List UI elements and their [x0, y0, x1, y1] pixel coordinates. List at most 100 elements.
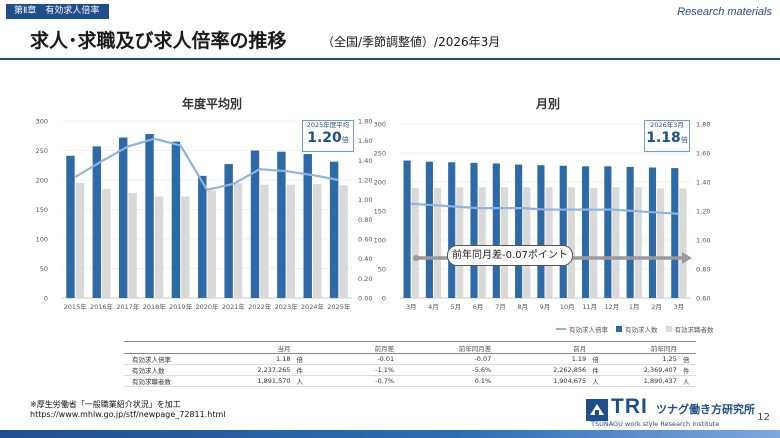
monthly-bar-seekers — [612, 187, 620, 298]
table-cell: 件 — [294, 364, 310, 376]
monthly-bar-seekers — [523, 187, 531, 298]
x-tick-label: 3月 — [674, 303, 685, 311]
table-row: 有効求職者数 1,891,570 人 -0.7% 0.1% 1,904,675 … — [124, 375, 696, 387]
table-cell: 件 — [590, 364, 606, 376]
monthly-bar-openings — [470, 162, 478, 298]
monthly-bar-openings — [537, 165, 545, 298]
y-right-tick-label: 1.20 — [358, 177, 372, 185]
legend-swatch-seekers — [665, 326, 672, 332]
table-cell: 倍 — [680, 353, 696, 365]
monthly-bar-openings — [604, 166, 612, 298]
y-right-tick-label: 1.60 — [696, 150, 710, 158]
legend-label-openings: 有効求人数 — [625, 326, 658, 334]
x-tick-label: 2022年 — [248, 302, 272, 311]
table-cell: 2,237,265 — [223, 364, 295, 376]
x-tick-label: 2023年 — [275, 302, 299, 311]
y-right-tick-label: 0.40 — [358, 255, 372, 263]
table-cell: 1.18 — [223, 353, 295, 365]
table-cell: 人 — [294, 375, 310, 387]
annual-bar-seekers — [339, 185, 348, 298]
x-tick-label: 2021年 — [222, 302, 246, 311]
legend-label-ratio: 有効求人倍率 — [569, 326, 608, 334]
annual-bar-openings — [198, 175, 207, 298]
y-right-tick-label: 0.20 — [358, 275, 372, 283]
y-left-tick-label: 100 — [36, 236, 48, 244]
legend-swatch-ratio — [556, 328, 566, 330]
y-right-tick-label: 1.80 — [696, 121, 710, 129]
annual-bar-openings — [224, 164, 233, 298]
annual-bar-seekers — [102, 188, 111, 298]
annual-bar-openings — [329, 161, 339, 298]
table-header-cell: 前年同月 — [605, 341, 681, 354]
x-tick-label: 6月 — [473, 303, 484, 311]
y-left-tick-label: 250 — [36, 147, 48, 155]
table-cell: -0.7% — [309, 375, 399, 387]
annual-bar-seekers — [181, 196, 190, 298]
x-tick-label: 2019年 — [169, 302, 193, 311]
table-cell: 2,369,407 — [605, 364, 681, 376]
monthly-callout: 2026年3月 1.18倍 — [644, 120, 690, 152]
x-tick-label: 2018年 — [143, 302, 167, 311]
annual-bar-openings — [250, 150, 260, 298]
table-cell: 件 — [680, 364, 696, 376]
chart-title-annual: 年度平均別 — [182, 97, 243, 111]
monthly-callout-value: 1.18倍 — [645, 130, 689, 148]
y-left-tick-label: 50 — [40, 265, 48, 273]
y-left-tick-label: 300 — [374, 121, 386, 129]
annual-ratio-line — [74, 137, 340, 191]
table-header-cell — [294, 341, 310, 354]
monthly-bar-seekers — [478, 187, 486, 298]
page-subtitle: （全国/季節調整値）/2026年3月 — [322, 35, 501, 49]
x-tick-label: 10月 — [560, 303, 575, 311]
bottom-band — [0, 430, 780, 438]
y-left-tick-label: 150 — [374, 208, 386, 216]
table-cell: 人 — [680, 375, 696, 387]
annual-bar-seekers — [260, 184, 269, 298]
chart-title-monthly: 月別 — [536, 97, 561, 111]
y-right-tick-label: 1.40 — [358, 157, 372, 165]
table-header-row: 当月 前月差 前年同月差 前月 前年同月 — [124, 341, 696, 354]
table-cell: 有効求職者数 — [124, 375, 224, 387]
monthly-callout-number: 1.18 — [646, 130, 681, 146]
y-left-tick-label: 200 — [36, 177, 48, 185]
table-header-cell — [124, 341, 224, 354]
legend-item-ratio: 有効求人倍率 — [556, 324, 608, 334]
annual-bar-openings — [145, 133, 154, 298]
table-cell: 1,891,570 — [223, 375, 295, 387]
monthly-bar-seekers — [433, 187, 442, 298]
monthly-bar-openings — [448, 162, 456, 298]
year-over-year-annotation: 前年同月差-0.07ポイント — [447, 245, 573, 266]
table-cell: 1.25 — [605, 353, 681, 365]
legend-item-seekers: 有効求職者数 — [665, 324, 714, 334]
source-link[interactable]: https://www.mhlw.go.jp/stf/newpage_72811… — [30, 410, 226, 419]
y-right-tick-label: 0.80 — [696, 266, 710, 274]
table-cell: 1,890,437 — [605, 375, 681, 387]
x-tick-label: 11月 — [582, 303, 597, 311]
x-tick-label: 2015年 — [64, 302, 88, 311]
x-tick-label: 2017年 — [116, 302, 140, 311]
chapter-tag: 第Ⅱ章 有効求人倍率 — [6, 4, 110, 19]
monthly-bar-seekers — [590, 187, 598, 298]
summary-table: 当月 前月差 前年同月差 前月 前年同月 有効求人倍率 1.18 倍 -0.01… — [124, 341, 696, 387]
y-right-tick-label: 1.20 — [696, 208, 710, 216]
y-right-tick-label: 0.80 — [358, 216, 372, 224]
monthly-bar-seekers — [679, 188, 687, 298]
annual-bar-seekers — [233, 182, 243, 298]
table-cell: 1.19 — [495, 353, 591, 365]
table-cell: 有効求人数 — [124, 364, 224, 376]
table-cell: -0.01 — [309, 353, 399, 365]
y-right-tick-label: 0.60 — [696, 295, 710, 303]
monthly-bar-openings — [648, 167, 657, 298]
page-title: 求人･求職及び求人倍率の推移 — [30, 30, 287, 52]
monthly-bar-seekers — [567, 187, 575, 298]
table-cell: 人 — [590, 375, 606, 387]
tri-logo-mark-icon — [586, 399, 608, 421]
monthly-bar-seekers — [545, 187, 553, 298]
y-left-tick-label: 100 — [374, 237, 386, 245]
annual-bar-seekers — [312, 184, 322, 298]
table-header-cell — [590, 341, 606, 354]
logo-japanese-name: ツナグ働き方研究所 — [656, 403, 755, 416]
table-row: 有効求人数 2,237,265 件 -1.1% -5.6% 2,262,856 … — [124, 364, 696, 376]
x-tick-label: 7月 — [495, 303, 506, 311]
table-cell: 1,904,675 — [495, 375, 591, 387]
